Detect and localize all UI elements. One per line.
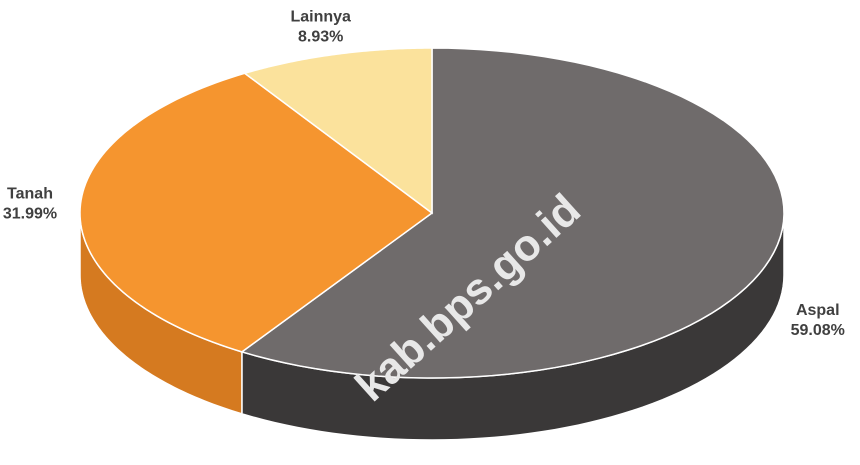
label-name: Lainnya xyxy=(290,8,351,25)
label-value: 8.93% xyxy=(298,28,343,45)
label-name: Aspal xyxy=(796,302,840,319)
label-name: Tanah xyxy=(7,185,53,202)
slice xyxy=(79,72,434,353)
label-value: 31.99% xyxy=(3,205,57,222)
slice xyxy=(243,47,433,215)
slice xyxy=(240,47,785,379)
label-value: 59.08% xyxy=(791,322,845,339)
